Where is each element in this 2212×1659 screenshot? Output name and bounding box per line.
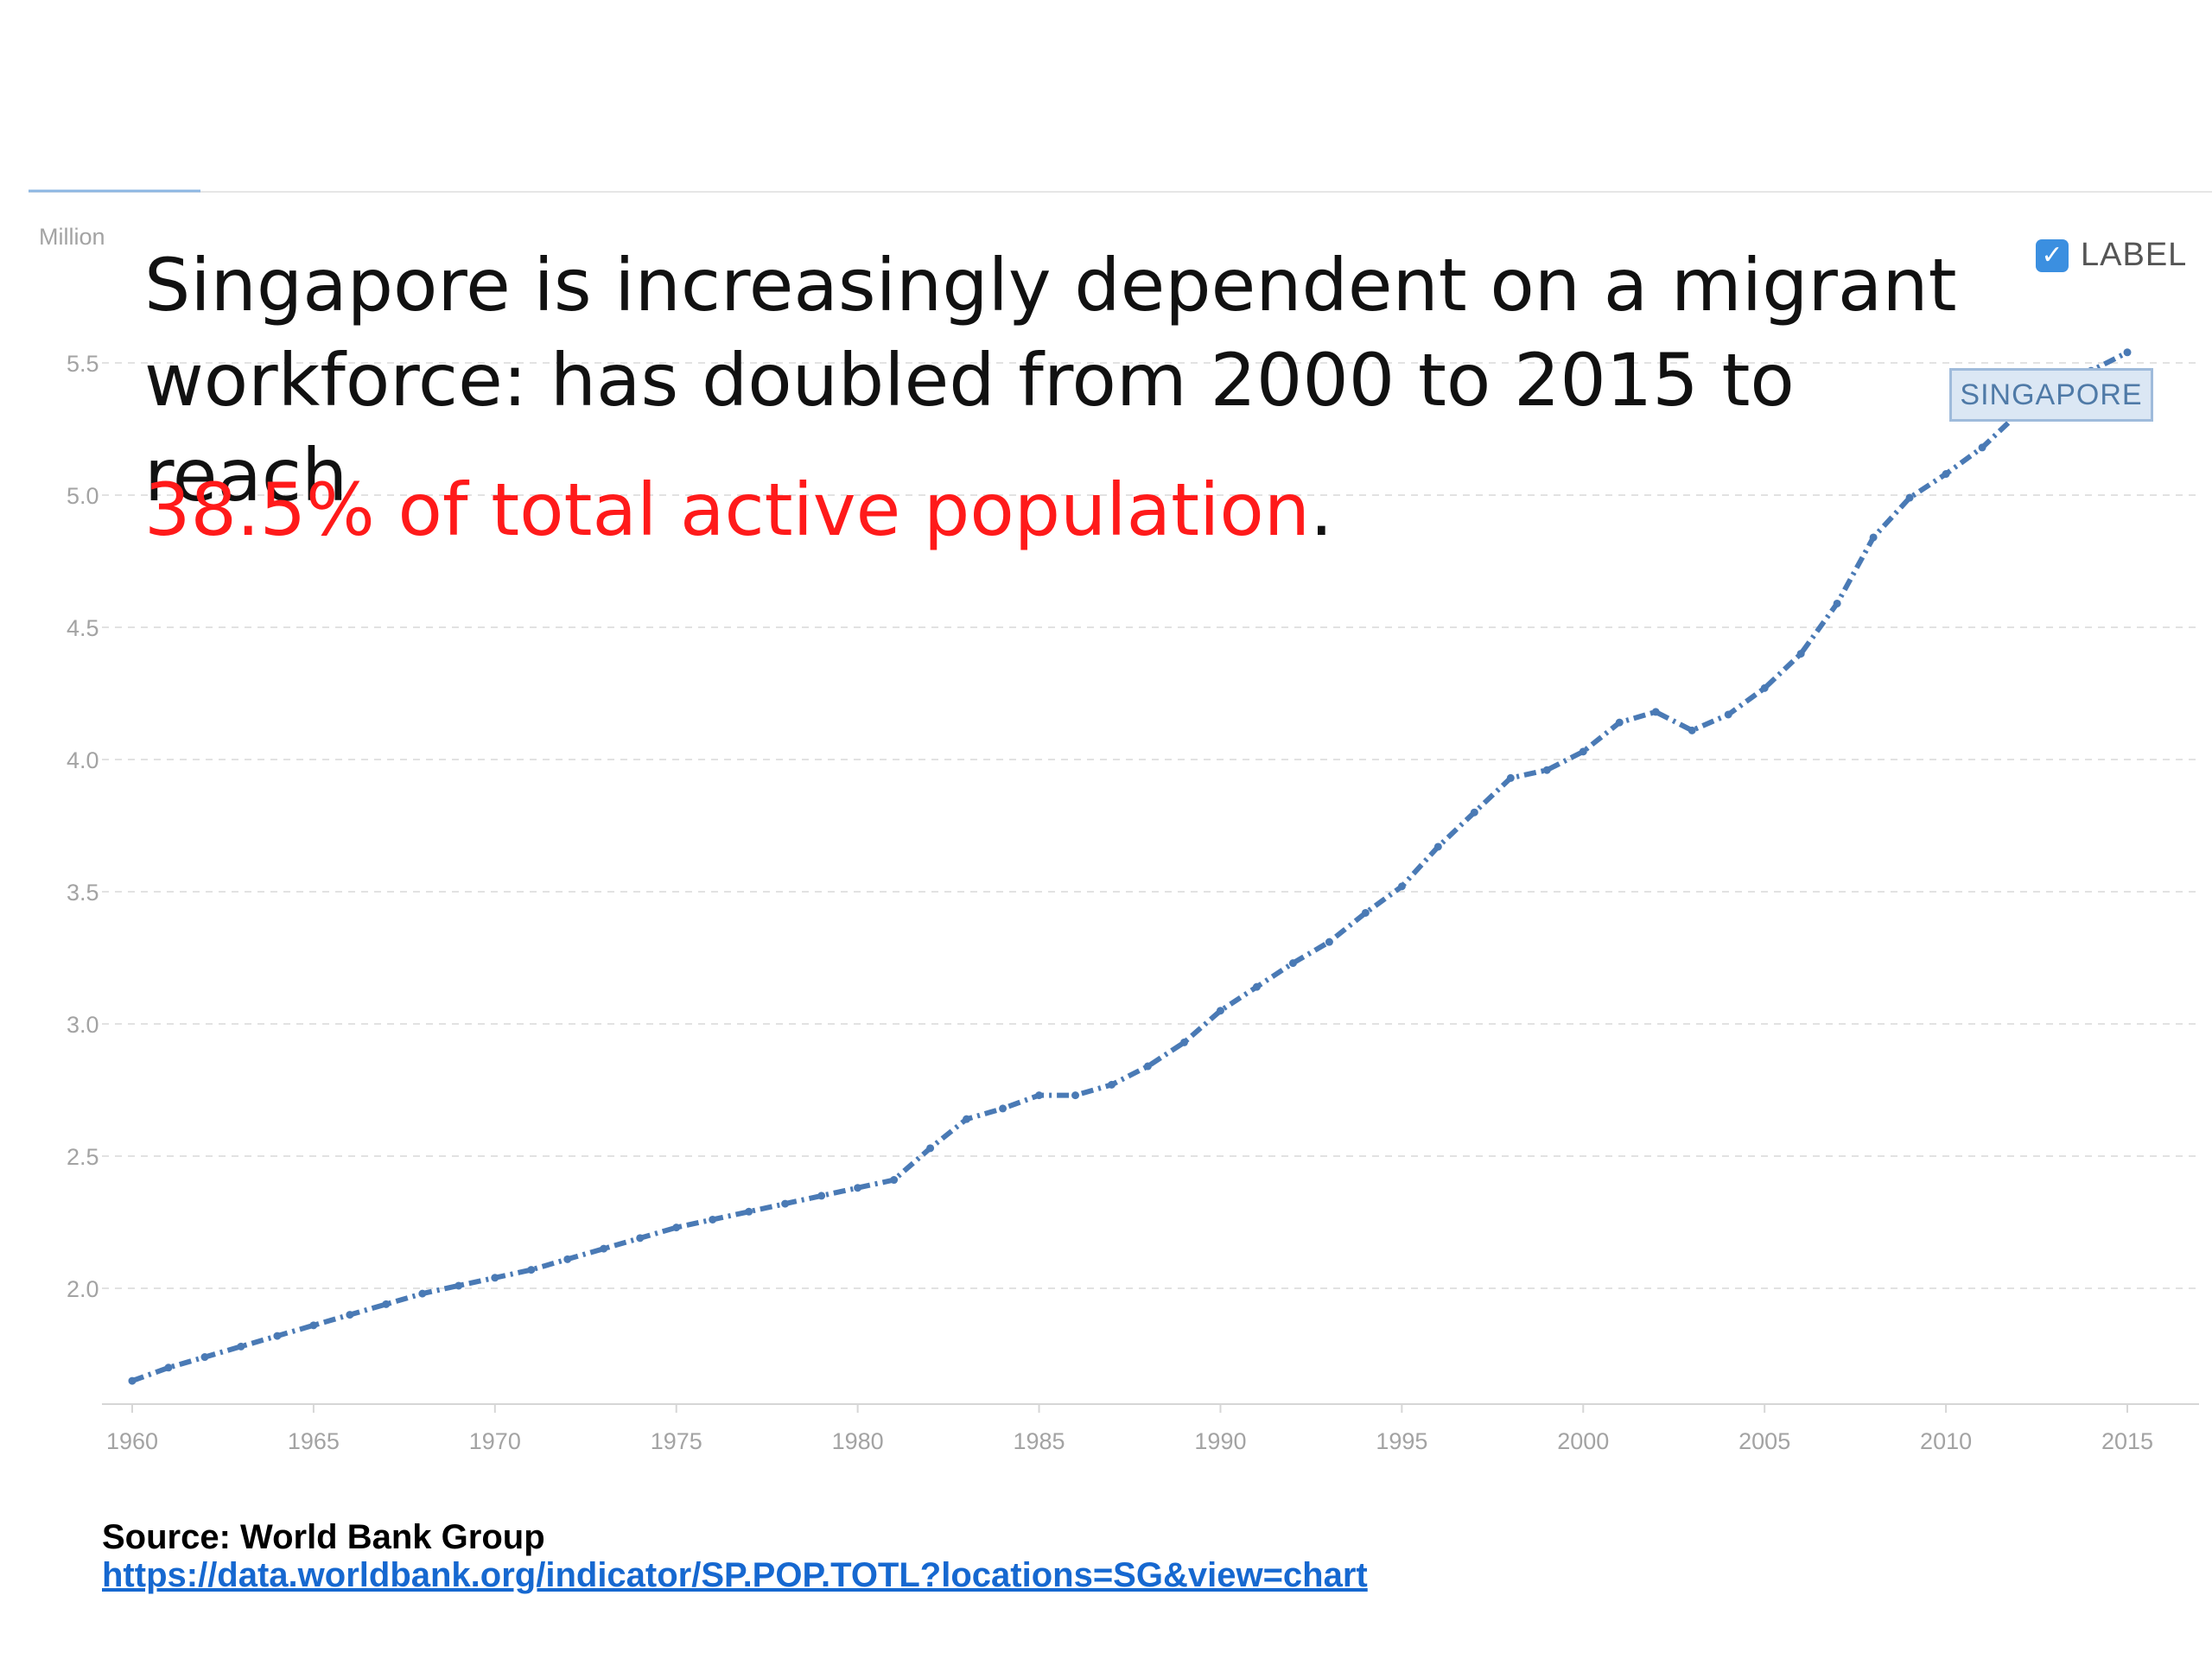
source-link[interactable]: https://data.worldbank.org/indicator/SP.… bbox=[102, 1556, 1368, 1594]
data-point[interactable] bbox=[745, 1207, 753, 1216]
data-point[interactable] bbox=[1216, 1007, 1224, 1015]
data-point[interactable] bbox=[128, 1376, 137, 1385]
data-point[interactable] bbox=[1579, 747, 1587, 756]
data-point[interactable] bbox=[454, 1281, 463, 1290]
x-tick-label: 1965 bbox=[288, 1428, 340, 1454]
x-tick-label: 2010 bbox=[1920, 1428, 1972, 1454]
data-point[interactable] bbox=[1760, 683, 1769, 692]
x-axis-ticks: 1960 1965 1970 1975 1980 1985 1990 1995 2000 2005… bbox=[102, 1403, 2199, 1454]
data-point[interactable] bbox=[527, 1266, 536, 1274]
data-point[interactable] bbox=[1506, 773, 1515, 782]
data-point[interactable] bbox=[781, 1199, 790, 1208]
data-point[interactable] bbox=[164, 1363, 173, 1372]
data-point[interactable] bbox=[817, 1192, 826, 1200]
y-axis-unit-label: Million bbox=[39, 224, 105, 250]
data-point[interactable] bbox=[491, 1274, 499, 1282]
y-tick-label: 3.0 bbox=[67, 1012, 99, 1038]
x-tick-label: 1995 bbox=[1376, 1428, 1427, 1454]
data-point[interactable] bbox=[672, 1224, 681, 1232]
y-tick-label: 2.5 bbox=[67, 1144, 99, 1170]
data-point[interactable] bbox=[1833, 599, 1841, 607]
y-axis-ticks: 2.0 2.5 3.0 3.5 4.0 4.5 5.0 5.5 bbox=[67, 351, 99, 1302]
source-title: Source: World Bank Group bbox=[102, 1518, 545, 1556]
data-point[interactable] bbox=[1869, 533, 1878, 542]
series-singapore bbox=[128, 348, 2132, 1385]
highlight-text: 38.5% of total active population bbox=[144, 467, 1311, 552]
x-tick-label: 1990 bbox=[1194, 1428, 1246, 1454]
data-point[interactable] bbox=[636, 1234, 645, 1243]
label-toggle-text: LABEL bbox=[2081, 237, 2188, 273]
x-tick-label: 1970 bbox=[469, 1428, 521, 1454]
data-point[interactable] bbox=[854, 1184, 862, 1192]
data-point[interactable] bbox=[1143, 1062, 1152, 1071]
x-tick-label: 1975 bbox=[651, 1428, 702, 1454]
data-point[interactable] bbox=[1542, 766, 1551, 774]
label-toggle[interactable]: ✓ LABEL bbox=[2036, 237, 2187, 274]
data-point[interactable] bbox=[1688, 726, 1696, 734]
data-point[interactable] bbox=[273, 1332, 282, 1340]
y-tick-label: 5.5 bbox=[67, 351, 99, 377]
headline-text: Singapore is increasingly dependent on a… bbox=[144, 243, 1957, 518]
series-line bbox=[130, 350, 2129, 1383]
x-tick-label: 1985 bbox=[1014, 1428, 1065, 1454]
checkbox-checked-icon[interactable]: ✓ bbox=[2036, 238, 2069, 272]
data-point[interactable] bbox=[926, 1144, 935, 1153]
data-point[interactable] bbox=[346, 1311, 354, 1319]
headline-end-punctuation: . bbox=[1310, 467, 1333, 552]
source-block: Source: World Bank Group https://data.wo… bbox=[102, 1518, 1368, 1594]
y-tick-label: 3.5 bbox=[67, 880, 99, 906]
y-tick-label: 4.5 bbox=[67, 615, 99, 641]
x-tick-label: 1980 bbox=[832, 1428, 884, 1454]
data-point[interactable] bbox=[709, 1215, 717, 1224]
data-point[interactable] bbox=[563, 1255, 572, 1263]
data-point[interactable] bbox=[418, 1289, 427, 1298]
data-point[interactable] bbox=[237, 1342, 245, 1351]
data-point[interactable] bbox=[1433, 842, 1442, 851]
data-point[interactable] bbox=[600, 1244, 608, 1253]
data-point[interactable] bbox=[309, 1321, 318, 1330]
y-tick-label: 2.0 bbox=[67, 1276, 99, 1302]
data-point[interactable] bbox=[1397, 882, 1406, 891]
data-point[interactable] bbox=[1108, 1080, 1116, 1089]
data-point[interactable] bbox=[382, 1300, 391, 1308]
data-point[interactable] bbox=[1035, 1091, 1044, 1100]
x-tick-label: 2000 bbox=[1557, 1428, 1609, 1454]
data-point[interactable] bbox=[1252, 982, 1261, 991]
x-tick-label: 1960 bbox=[106, 1428, 158, 1454]
y-tick-label: 5.0 bbox=[67, 483, 99, 509]
data-point[interactable] bbox=[1615, 718, 1624, 727]
data-point[interactable] bbox=[1470, 808, 1478, 817]
data-point[interactable] bbox=[2123, 348, 2132, 357]
data-point[interactable] bbox=[1179, 1038, 1188, 1046]
data-point[interactable] bbox=[1796, 650, 1805, 658]
data-point[interactable] bbox=[999, 1104, 1007, 1113]
data-point[interactable] bbox=[1905, 493, 1914, 502]
series-label-singapore: SINGAPORE bbox=[1949, 368, 2153, 422]
data-point[interactable] bbox=[1071, 1091, 1080, 1100]
data-point[interactable] bbox=[1724, 710, 1732, 719]
data-point[interactable] bbox=[1978, 443, 1986, 452]
x-tick-label: 2005 bbox=[1738, 1428, 1790, 1454]
y-tick-label: 4.0 bbox=[67, 747, 99, 773]
headline-highlight: 38.5% of total active population. bbox=[144, 462, 1333, 557]
data-point[interactable] bbox=[1288, 959, 1297, 968]
data-point[interactable] bbox=[890, 1176, 899, 1185]
x-tick-label: 2015 bbox=[2101, 1428, 2153, 1454]
data-point[interactable] bbox=[1361, 908, 1370, 917]
data-point[interactable] bbox=[200, 1353, 209, 1362]
data-point[interactable] bbox=[1942, 470, 1950, 479]
data-point[interactable] bbox=[1651, 708, 1660, 716]
data-point[interactable] bbox=[1325, 938, 1333, 946]
data-point[interactable] bbox=[963, 1115, 971, 1123]
